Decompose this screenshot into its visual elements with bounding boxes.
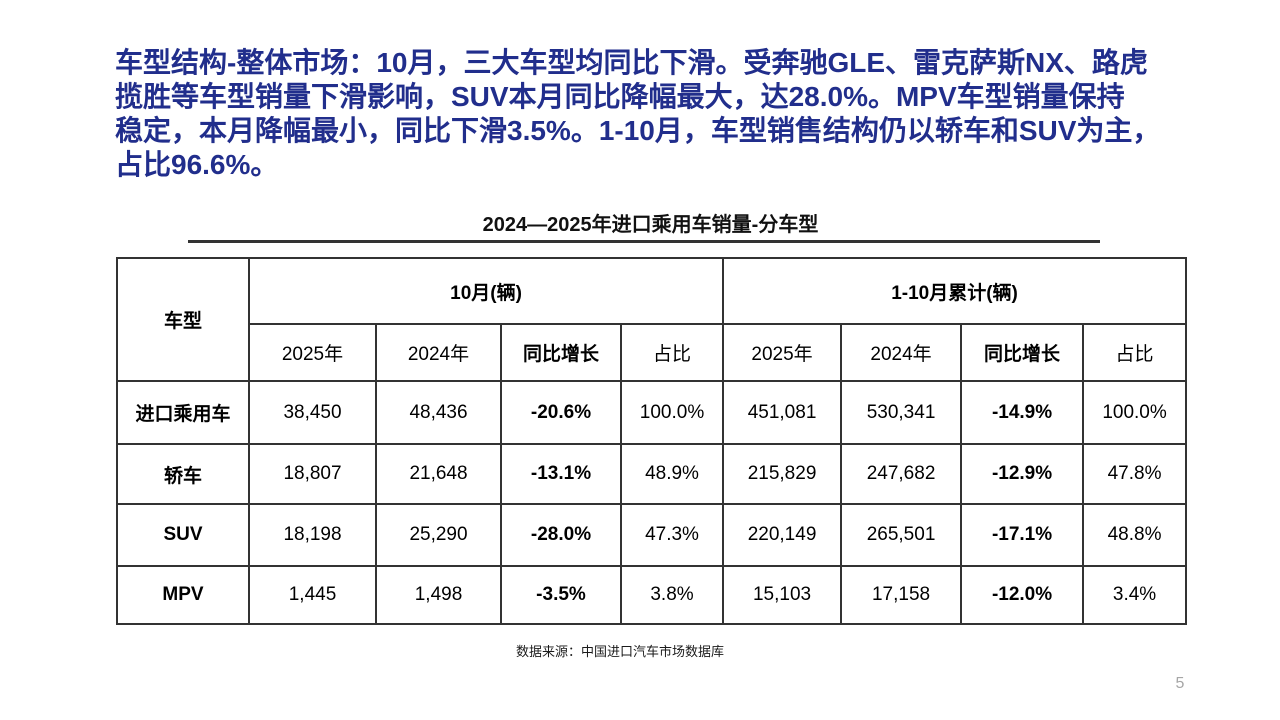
headline-line: 稳定，本月降幅最小，同比下滑3.5%。1-10月，车型销售结构仍以轿车和SUV为… — [115, 115, 1161, 146]
table-cell: 17,158 — [840, 565, 963, 625]
table-cell: 15,103 — [722, 565, 843, 625]
table-subheader: 2025年 — [248, 323, 377, 382]
table-group-header-month: 10月(辆) — [247, 257, 725, 325]
table-row-mpv: MPV 1,445 1,498 -3.5% 3.8% 15,103 17,158… — [116, 565, 1188, 625]
table-cell: 3.4% — [1082, 565, 1188, 625]
table-cell: 25,290 — [375, 503, 502, 567]
table-subheader-row: 2025年 2024年 同比增长 占比 2025年 2024年 同比增长 占比 — [117, 323, 1188, 382]
headline-line: 占比96.6%。 — [115, 149, 279, 180]
table-row-total: 进口乘用车 38,450 48,436 -20.6% 100.0% 451,08… — [116, 380, 1188, 445]
table-cell: 47.3% — [619, 503, 725, 567]
table-cell: 247,682 — [840, 443, 963, 505]
table-cell: 100.0% — [1082, 380, 1188, 445]
table-cell: 530,341 — [840, 380, 963, 445]
sales-table-container: 车型 10月(辆) 1-10月累计(辆) 2025年 2024年 同比增长 占比… — [116, 257, 1188, 625]
headline-line: 揽胜等车型销量下滑影响，SUV本月同比降幅最大，达28.0%。MPV车型销量保持 — [115, 81, 1125, 112]
headline-paragraph: 车型结构-整体市场：10月，三大车型均同比下滑。受奔驰GLE、雷克萨斯NX、路虎… — [115, 46, 1195, 182]
table-cell: -12.9% — [960, 443, 1085, 505]
headline-line: 车型结构-整体市场：10月，三大车型均同比下滑。受奔驰GLE、雷克萨斯NX、路虎 — [115, 47, 1148, 78]
row-label: 轿车 — [116, 443, 250, 505]
table-cell: 1,445 — [248, 565, 377, 625]
page-number: 5 — [1175, 675, 1185, 692]
table-cell: 1,498 — [375, 565, 502, 625]
table-cell: -17.1% — [960, 503, 1085, 567]
title-underline-rule — [188, 240, 1100, 243]
table-cell: 38,450 — [248, 380, 377, 445]
table-cell: -3.5% — [500, 565, 622, 625]
table-group-header-row: 车型 10月(辆) 1-10月累计(辆) — [116, 257, 1188, 382]
row-label: SUV — [116, 503, 250, 567]
sales-table: 车型 10月(辆) 1-10月累计(辆) 2025年 2024年 同比增长 占比… — [116, 257, 1188, 625]
table-cell: 100.0% — [619, 380, 725, 445]
source-note: 数据来源：中国进口汽车市场数据库 — [515, 644, 724, 659]
table-row-suv: SUV 18,198 25,290 -28.0% 47.3% 220,149 2… — [116, 503, 1188, 567]
table-subheader: 2025年 — [722, 323, 843, 382]
table-row-sedan: 轿车 18,807 21,648 -13.1% 48.9% 215,829 24… — [116, 443, 1188, 505]
table-cell: 48.8% — [1082, 503, 1188, 567]
row-label: 进口乘用车 — [116, 380, 250, 445]
table-cell: 48,436 — [375, 380, 502, 445]
table-subheader: 2024年 — [375, 323, 502, 382]
table-group-header-cumulative: 1-10月累计(辆) — [722, 257, 1188, 325]
table-cell: 48.9% — [619, 443, 725, 505]
table-cell: -12.0% — [960, 565, 1085, 625]
table-cell: 3.8% — [619, 565, 725, 625]
table-cell: 18,807 — [248, 443, 377, 505]
table-cell: 220,149 — [722, 503, 843, 567]
table-subheader: 占比 — [619, 323, 725, 382]
table-cell: 21,648 — [375, 443, 502, 505]
table-subheader: 占比 — [1082, 323, 1188, 382]
table-cell: -13.1% — [500, 443, 622, 505]
table-subheader: 同比增长 — [500, 323, 622, 382]
table-subheader: 2024年 — [840, 323, 963, 382]
table-corner-header: 车型 — [116, 257, 250, 382]
table-cell: -20.6% — [500, 380, 622, 445]
table-title: 2024—2025年进口乘用车销量-分车型 — [482, 214, 819, 236]
table-cell: 451,081 — [722, 380, 843, 445]
table-subheader: 同比增长 — [960, 323, 1085, 382]
table-cell: 47.8% — [1082, 443, 1188, 505]
table-cell: -14.9% — [960, 380, 1085, 445]
table-cell: 265,501 — [840, 503, 963, 567]
table-cell: 18,198 — [248, 503, 377, 567]
table-cell: -28.0% — [500, 503, 622, 567]
table-cell: 215,829 — [722, 443, 843, 505]
row-label: MPV — [116, 565, 250, 625]
